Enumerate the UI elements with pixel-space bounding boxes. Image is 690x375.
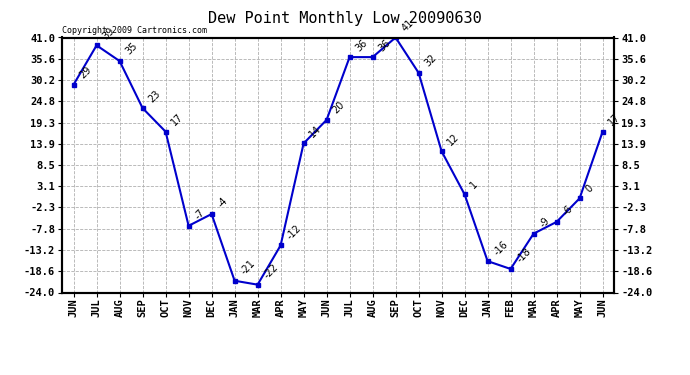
Text: 36: 36 xyxy=(377,37,393,53)
Text: -22: -22 xyxy=(262,262,280,280)
Text: -7: -7 xyxy=(193,208,207,222)
Text: -4: -4 xyxy=(216,196,230,210)
Text: 17: 17 xyxy=(607,112,622,128)
Text: -12: -12 xyxy=(285,223,303,241)
Text: 0: 0 xyxy=(584,183,595,194)
Text: -21: -21 xyxy=(239,258,257,277)
Text: Copyright 2009 Cartronics.com: Copyright 2009 Cartronics.com xyxy=(62,26,207,35)
Text: 29: 29 xyxy=(78,64,94,80)
Text: 32: 32 xyxy=(423,53,439,69)
Text: 17: 17 xyxy=(170,112,186,128)
Text: -18: -18 xyxy=(515,247,533,265)
Text: Dew Point Monthly Low 20090630: Dew Point Monthly Low 20090630 xyxy=(208,11,482,26)
Text: 23: 23 xyxy=(147,88,163,104)
Text: -9: -9 xyxy=(538,216,551,229)
Text: -16: -16 xyxy=(492,239,510,257)
Text: 41: 41 xyxy=(400,18,415,33)
Text: 36: 36 xyxy=(354,37,370,53)
Text: 39: 39 xyxy=(101,26,117,41)
Text: 20: 20 xyxy=(331,100,346,116)
Text: -6: -6 xyxy=(561,204,575,218)
Text: 1: 1 xyxy=(469,179,480,190)
Text: 14: 14 xyxy=(308,123,324,139)
Text: 35: 35 xyxy=(124,41,139,57)
Text: 12: 12 xyxy=(446,131,462,147)
